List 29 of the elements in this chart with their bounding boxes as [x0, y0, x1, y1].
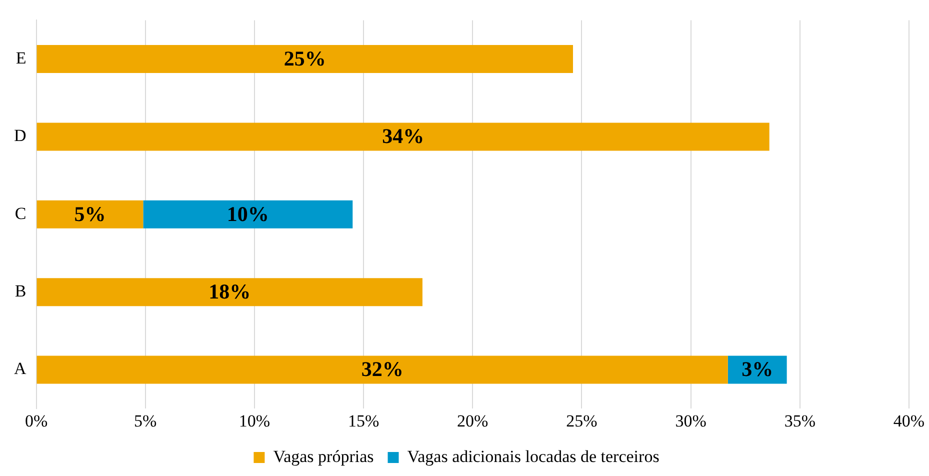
bar: [36, 200, 144, 228]
x-tick-label: 5%: [134, 411, 157, 430]
data-label: 25%: [284, 46, 326, 70]
data-label: 32%: [361, 357, 404, 382]
bar: [36, 122, 770, 151]
x-tick-label: 35%: [784, 411, 816, 430]
x-tick-label: 20%: [457, 411, 488, 430]
bar: [143, 200, 353, 228]
y-tick-label: E: [16, 48, 26, 68]
y-tick-label: B: [14, 282, 26, 301]
bar: [36, 356, 728, 384]
legend-label: Vagas adicionais locadas de terceiros: [407, 446, 660, 466]
bar: [36, 278, 422, 306]
y-tick-label: A: [14, 359, 27, 378]
data-label: 5%: [74, 202, 106, 226]
data-label: 18%: [208, 280, 251, 304]
data-label: 34%: [382, 124, 424, 148]
legend-label: Vagas próprias: [273, 446, 374, 466]
x-tick-label: 25%: [566, 411, 598, 430]
y-tick-label: D: [14, 126, 26, 146]
data-label: 3%: [742, 357, 774, 382]
x-tick-label: 30%: [675, 411, 706, 430]
x-tick-label: 10%: [238, 411, 270, 430]
y-tick-label: C: [14, 204, 26, 223]
x-tick-label: 15%: [348, 411, 380, 430]
data-label: 10%: [226, 202, 269, 226]
bar: [36, 45, 573, 74]
x-tick-label: 0%: [24, 411, 48, 430]
x-tick-label: 40%: [893, 411, 925, 430]
